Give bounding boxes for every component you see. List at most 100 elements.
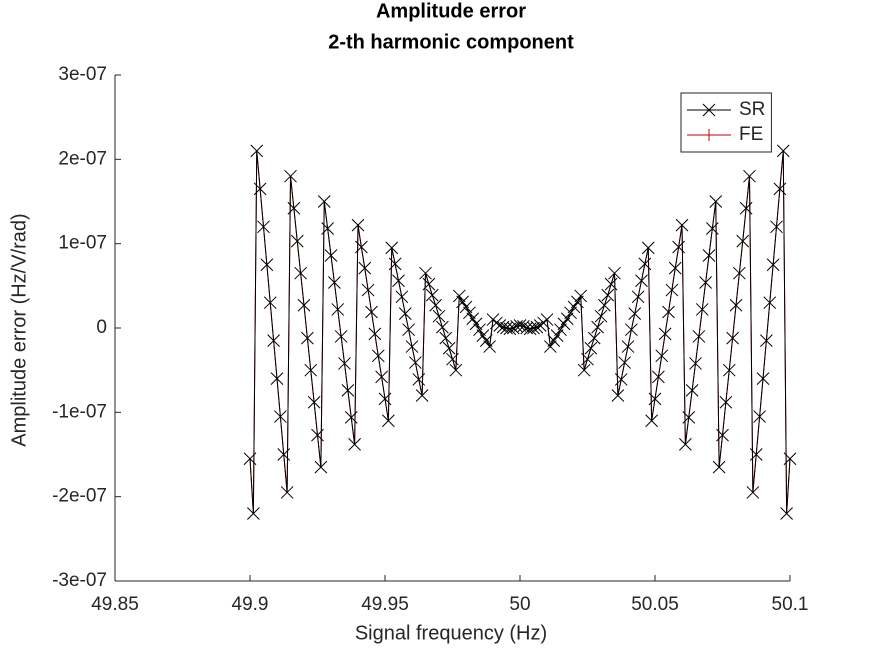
data-marker (520, 321, 534, 335)
data-marker (571, 295, 584, 309)
y-axis-label: Amplitude error (Hz/V/rad) (8, 213, 30, 446)
x-tick-label: 50 (509, 594, 530, 615)
data-marker (479, 334, 493, 348)
data-marker (405, 340, 419, 353)
data-marker (469, 317, 483, 331)
data-marker (409, 356, 422, 369)
data-marker (436, 320, 449, 334)
data-marker (483, 340, 496, 353)
data-marker (334, 330, 348, 343)
data-marker (311, 428, 324, 442)
data-marker (287, 201, 301, 215)
x-tick-label: 49.9 (232, 594, 269, 615)
data-marker (351, 218, 365, 232)
data-marker (550, 329, 564, 342)
data-marker (284, 169, 297, 183)
data-marker (429, 298, 442, 312)
data-marker (594, 309, 608, 323)
data-marker (564, 306, 577, 320)
data-marker (368, 327, 382, 341)
data-marker (618, 356, 631, 369)
data-marker (527, 321, 540, 335)
data-marker (591, 320, 604, 334)
data-marker (530, 320, 544, 334)
data-marker (655, 349, 669, 363)
data-marker (560, 312, 574, 326)
data-marker (442, 341, 456, 355)
data-marker (274, 410, 287, 423)
data-marker (280, 486, 294, 499)
data-marker (398, 307, 412, 321)
x-tick-label: 49.95 (361, 594, 409, 615)
data-marker (584, 341, 598, 355)
x-tick-label: 50.1 (772, 594, 809, 615)
data-marker (722, 363, 736, 377)
data-marker (355, 240, 368, 254)
legend-box (680, 92, 772, 153)
data-marker (446, 352, 459, 366)
data-marker (459, 300, 473, 314)
data-marker (695, 303, 709, 316)
data-marker (662, 305, 675, 319)
data-marker (361, 283, 375, 297)
data-marker (267, 334, 280, 348)
data-marker (328, 276, 341, 289)
data-marker (682, 411, 696, 424)
data-line (249, 150, 791, 514)
data-marker (574, 289, 588, 303)
y-tick-label: -2e-07 (52, 486, 107, 507)
data-marker (473, 323, 486, 337)
data-marker (577, 363, 591, 377)
data-marker (297, 298, 311, 312)
data-marker (358, 261, 372, 275)
data-marker (317, 195, 331, 208)
data-marker (746, 486, 760, 499)
data-marker (493, 319, 507, 332)
data-marker (638, 257, 652, 271)
data-marker (365, 305, 378, 319)
data-marker (668, 261, 682, 275)
data-marker (307, 395, 321, 409)
data-marker (719, 395, 733, 409)
data-marker (375, 370, 388, 384)
y-tick-label: 1e-07 (58, 233, 107, 254)
data-marker (749, 448, 763, 461)
data-marker (503, 322, 517, 336)
data-marker (432, 309, 446, 323)
data-marker (665, 283, 679, 297)
data-marker (692, 330, 706, 343)
data-marker (773, 182, 787, 196)
data-marker (540, 313, 554, 326)
data-marker (776, 144, 790, 158)
data-marker (554, 323, 567, 337)
data-marker (608, 266, 621, 280)
data-marker (604, 277, 618, 291)
data-marker (699, 276, 712, 289)
data-marker (611, 389, 625, 402)
data-marker (452, 289, 466, 303)
data-marker (716, 428, 729, 442)
chart-subtitle: 2-th harmonic component (328, 31, 574, 53)
data-marker (439, 331, 453, 345)
data-marker (301, 331, 314, 345)
data-marker (679, 438, 692, 451)
data-marker (412, 373, 426, 386)
data-marker (395, 290, 409, 304)
data-marker (513, 319, 527, 332)
x-tick-label: 49.85 (91, 594, 139, 615)
data-marker (263, 296, 277, 310)
data-marker (324, 249, 338, 262)
y-tick-label: 2e-07 (58, 148, 107, 169)
x-tick-label: 50.05 (631, 594, 679, 615)
data-marker (702, 249, 716, 262)
data-marker (341, 384, 355, 397)
legend-marker (702, 103, 716, 117)
data-marker (425, 288, 439, 302)
data-marker (614, 373, 628, 386)
data-marker (277, 448, 291, 461)
data-marker (533, 319, 547, 332)
data-marker (766, 258, 780, 272)
data-marker (382, 414, 395, 428)
data-marker (780, 507, 793, 520)
